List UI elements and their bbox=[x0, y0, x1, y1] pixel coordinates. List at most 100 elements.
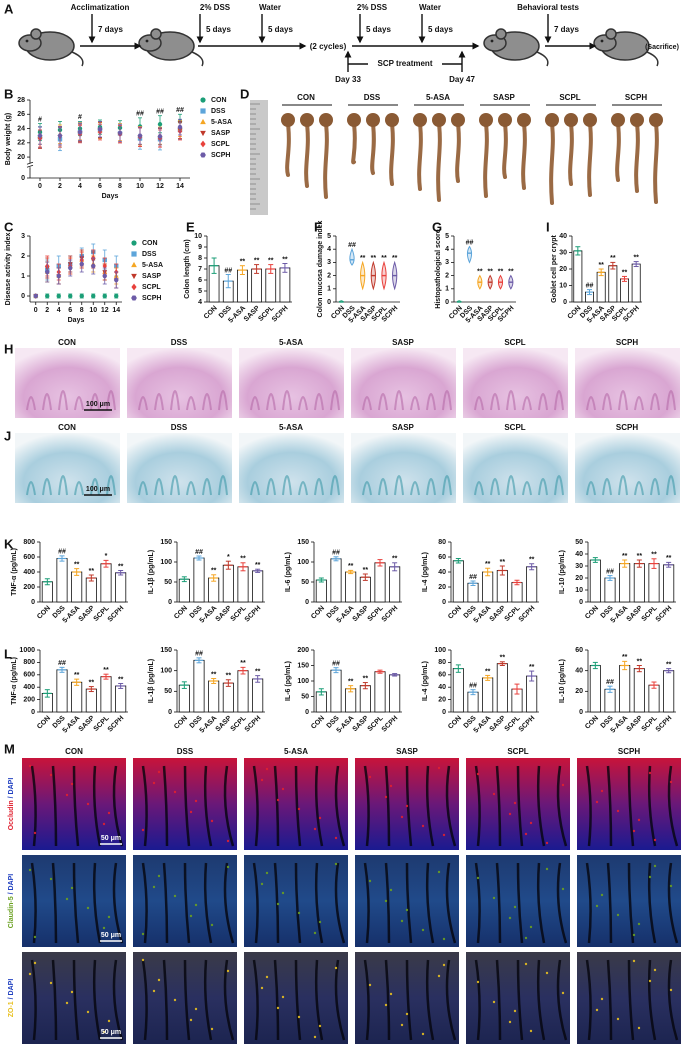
y-tick-label: 5 bbox=[445, 233, 449, 240]
day-label: Day 33 bbox=[335, 75, 361, 84]
signal bbox=[632, 829, 636, 833]
signal bbox=[313, 1035, 317, 1039]
x-tick-label: SASP bbox=[626, 605, 645, 624]
signal bbox=[492, 792, 496, 796]
bar bbox=[100, 563, 112, 603]
violin bbox=[349, 247, 355, 266]
legend-label: SCPH bbox=[142, 295, 161, 302]
bar bbox=[237, 670, 249, 713]
colon bbox=[351, 122, 357, 165]
colon bbox=[389, 122, 395, 186]
signal bbox=[513, 1009, 517, 1013]
crypt-gap bbox=[585, 959, 592, 1041]
crypt-gap bbox=[474, 862, 481, 944]
signal bbox=[389, 888, 393, 892]
legend-label: SCPL bbox=[142, 284, 161, 291]
signal bbox=[600, 997, 604, 1001]
colon bbox=[549, 122, 555, 205]
bar bbox=[252, 678, 264, 713]
point bbox=[45, 293, 50, 299]
colon bbox=[634, 122, 640, 193]
x-tick-label: CON bbox=[447, 605, 463, 621]
bar bbox=[315, 579, 327, 603]
point bbox=[56, 273, 62, 279]
x-tick-label: 8 bbox=[118, 183, 122, 190]
legend-label: 5-ASA bbox=[211, 119, 232, 126]
bar bbox=[589, 665, 601, 713]
y-tick-label: 40 bbox=[559, 233, 567, 240]
signal bbox=[405, 908, 409, 912]
signal bbox=[529, 925, 533, 929]
crypt-gap bbox=[30, 862, 37, 944]
signal bbox=[476, 980, 480, 984]
signal bbox=[653, 968, 657, 972]
legend-marker bbox=[131, 240, 137, 246]
mouse-ear bbox=[495, 28, 507, 40]
significance-label: ** bbox=[240, 259, 246, 266]
bar bbox=[265, 268, 277, 303]
signal bbox=[297, 807, 301, 811]
step-label: Water bbox=[259, 3, 281, 12]
crypt-gap bbox=[141, 862, 148, 944]
y-tick-label: 0 bbox=[168, 709, 172, 716]
crypt bbox=[42, 478, 52, 496]
signal bbox=[632, 959, 636, 963]
signal bbox=[226, 969, 230, 973]
signal bbox=[107, 811, 111, 815]
crypt-gap bbox=[183, 765, 191, 847]
signal bbox=[210, 819, 214, 823]
signal bbox=[194, 903, 198, 907]
y-tick-label: 200 bbox=[23, 584, 35, 591]
crypt bbox=[586, 396, 596, 411]
signal bbox=[107, 915, 111, 919]
signal bbox=[545, 867, 549, 871]
cecum bbox=[498, 113, 512, 127]
signal bbox=[33, 935, 37, 939]
significance-label: ## bbox=[58, 549, 66, 556]
crypt-gap bbox=[363, 862, 370, 944]
point bbox=[114, 293, 119, 299]
crypt-gap bbox=[384, 765, 391, 847]
crypt-gap bbox=[495, 959, 502, 1041]
y-axis-label: IL-1β (pg/mL) bbox=[148, 659, 155, 703]
bar bbox=[608, 265, 618, 303]
signal bbox=[637, 1026, 641, 1030]
y-tick-label: 80 bbox=[438, 659, 446, 666]
legend-marker bbox=[131, 273, 137, 280]
y-tick-label: 100 bbox=[434, 647, 446, 654]
crypt bbox=[74, 481, 84, 496]
crypt-gap bbox=[183, 959, 191, 1041]
significance-label: ## bbox=[466, 239, 474, 246]
y-axis-label: Colon mucosa damage index bbox=[317, 220, 324, 317]
legend-marker bbox=[200, 108, 206, 114]
y-axis-label: Body weight (g) bbox=[5, 113, 12, 166]
signal bbox=[653, 838, 657, 842]
crypt-gap bbox=[112, 959, 124, 1041]
crypt bbox=[602, 393, 612, 411]
mouse-icon bbox=[18, 28, 84, 67]
crypt bbox=[282, 475, 292, 496]
signal bbox=[545, 971, 549, 975]
y-axis-label: Histopathological score bbox=[435, 229, 442, 308]
x-axis-label: Days bbox=[68, 317, 85, 324]
significance-label: ## bbox=[195, 651, 203, 658]
x-tick-label: 6 bbox=[98, 183, 102, 190]
cecum bbox=[281, 113, 295, 127]
significance-label: ** bbox=[363, 567, 369, 574]
group-label: DSS bbox=[364, 93, 381, 102]
y-tick-label: 20 bbox=[438, 584, 446, 591]
signal bbox=[194, 799, 198, 803]
significance-label: ## bbox=[586, 282, 594, 289]
point bbox=[67, 265, 73, 271]
bar bbox=[619, 665, 631, 713]
crypt-gap bbox=[141, 959, 148, 1041]
signal bbox=[33, 961, 37, 965]
y-tick-label: 8 bbox=[198, 255, 202, 262]
scale-bar-label: 50 μm bbox=[101, 1029, 121, 1036]
x-axis-label: Days bbox=[102, 193, 119, 200]
crypt-gap bbox=[162, 765, 169, 847]
crypt-gap bbox=[647, 959, 657, 1041]
signal bbox=[616, 1017, 620, 1021]
signal bbox=[65, 793, 69, 797]
y-axis-label: IL-4 (pg/mL) bbox=[422, 552, 429, 592]
